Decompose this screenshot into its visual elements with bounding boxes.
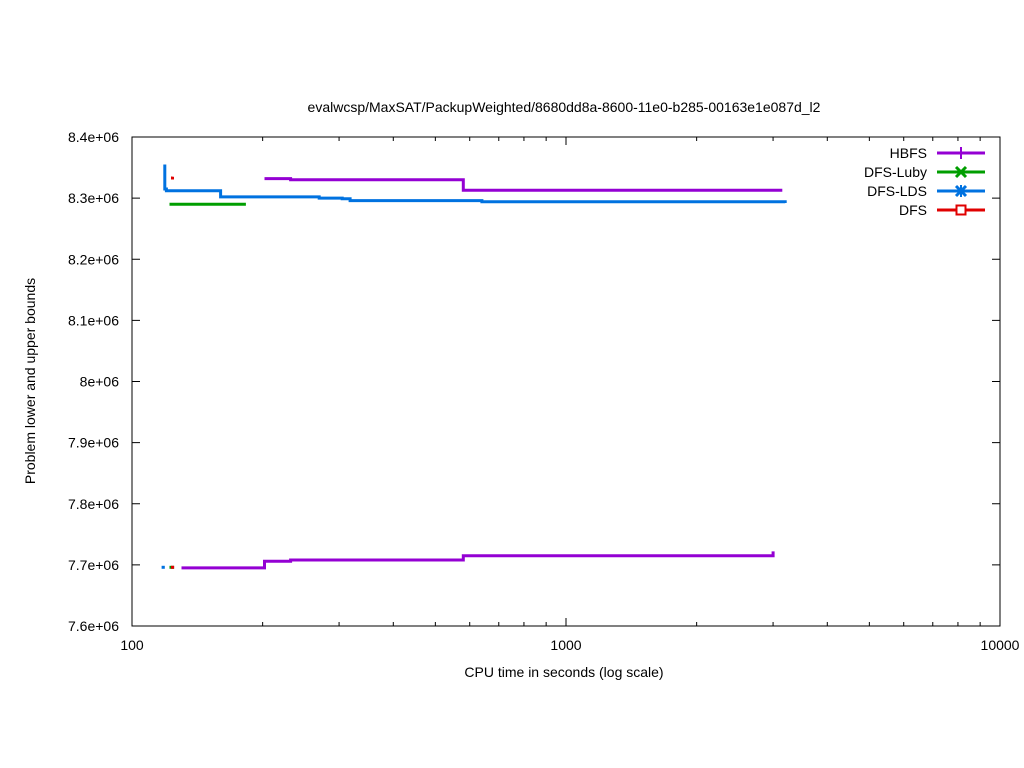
y-tick-label: 8e+06 [80, 374, 120, 390]
y-tick-label: 7.9e+06 [68, 435, 119, 451]
series-line-hbfs [181, 551, 775, 570]
y-tick-label: 8.1e+06 [68, 312, 119, 328]
plot-area [161, 164, 787, 570]
y-tick-label: 8.3e+06 [68, 190, 119, 206]
legend-label-dfs-luby: DFS-Luby [864, 164, 927, 180]
y-tick-label: 8.2e+06 [68, 251, 119, 267]
x-tick-label: 1000 [550, 637, 581, 653]
legend-label-dfs-lds: DFS-LDS [867, 183, 927, 199]
series-line-dfs-lds [163, 164, 787, 204]
series-line-dfs [171, 176, 174, 180]
y-axis-label: Problem lower and upper bounds [22, 278, 38, 484]
y-tick-label: 7.8e+06 [68, 496, 119, 512]
y-tick-label: 7.7e+06 [68, 557, 119, 573]
x-axis-label: CPU time in seconds (log scale) [464, 664, 663, 680]
legend-label-hbfs: HBFS [890, 145, 927, 161]
series-line-hbfs [264, 177, 783, 192]
axis-ticks: 7.6e+06 7.7e+06 7.8e+06 7.9e+06 8e+06 8.1e+06… [68, 129, 1020, 653]
legend: HBFS DFS-Luby DFS-LDS DFS [864, 145, 985, 218]
plot-frame [131, 136, 1001, 627]
legend-marker-dfs-luby [954, 165, 968, 179]
x-tick-label: 100 [120, 637, 144, 653]
x-tick-label: 10000 [981, 637, 1020, 653]
legend-marker-dfs [955, 204, 967, 216]
legend-label-dfs: DFS [899, 202, 927, 218]
y-tick-label: 8.4e+06 [68, 129, 119, 145]
chart-title: evalwcsp/MaxSAT/PackupWeighted/8680dd8a-… [308, 99, 821, 115]
y-tick-label: 7.6e+06 [68, 618, 119, 634]
